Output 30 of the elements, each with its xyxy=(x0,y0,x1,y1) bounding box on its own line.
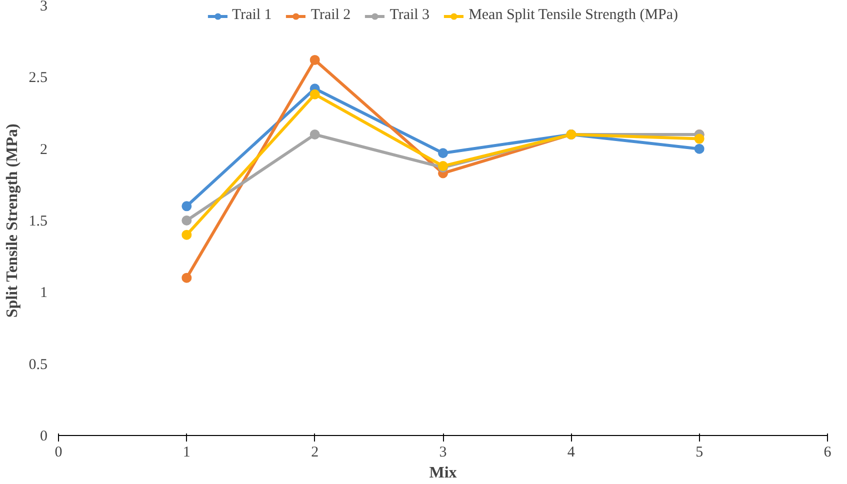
x-tick-label: 4 xyxy=(567,444,576,460)
point xyxy=(694,144,704,154)
y-tick-label: 1.5 xyxy=(28,214,48,230)
point xyxy=(182,230,192,240)
y-tick-label: 2.5 xyxy=(28,70,48,86)
point xyxy=(182,201,192,212)
y-tick-label: 3 xyxy=(40,0,48,14)
point xyxy=(310,54,320,65)
x-tick-label: 3 xyxy=(439,444,447,460)
y-axis-title: Split Tensile Strength (MPa) xyxy=(4,124,21,318)
x-tick-label: 0 xyxy=(54,444,62,460)
y-tick-label: 2 xyxy=(40,142,48,158)
x-tick-label: 5 xyxy=(696,444,704,460)
y-tick-label: 0 xyxy=(40,428,48,444)
x-tick-label: 1 xyxy=(182,444,190,460)
legend-label: Trail 3 xyxy=(390,7,430,24)
point xyxy=(182,216,192,226)
point xyxy=(310,89,320,100)
legend-label: Mean Split Tensile Strength (MPa) xyxy=(468,7,678,24)
point xyxy=(694,134,704,144)
x-tick-label: 6 xyxy=(824,444,832,460)
legend-label: Trail 1 xyxy=(232,7,272,24)
point xyxy=(438,148,448,158)
x-tick-label: 2 xyxy=(311,444,319,460)
point xyxy=(310,130,320,140)
y-tick-label: 0.5 xyxy=(28,356,48,373)
point xyxy=(182,272,192,283)
y-tick-label: 1 xyxy=(40,285,48,302)
legend-label: Trail 2 xyxy=(310,7,351,24)
x-axis-title: Mix xyxy=(429,464,457,482)
